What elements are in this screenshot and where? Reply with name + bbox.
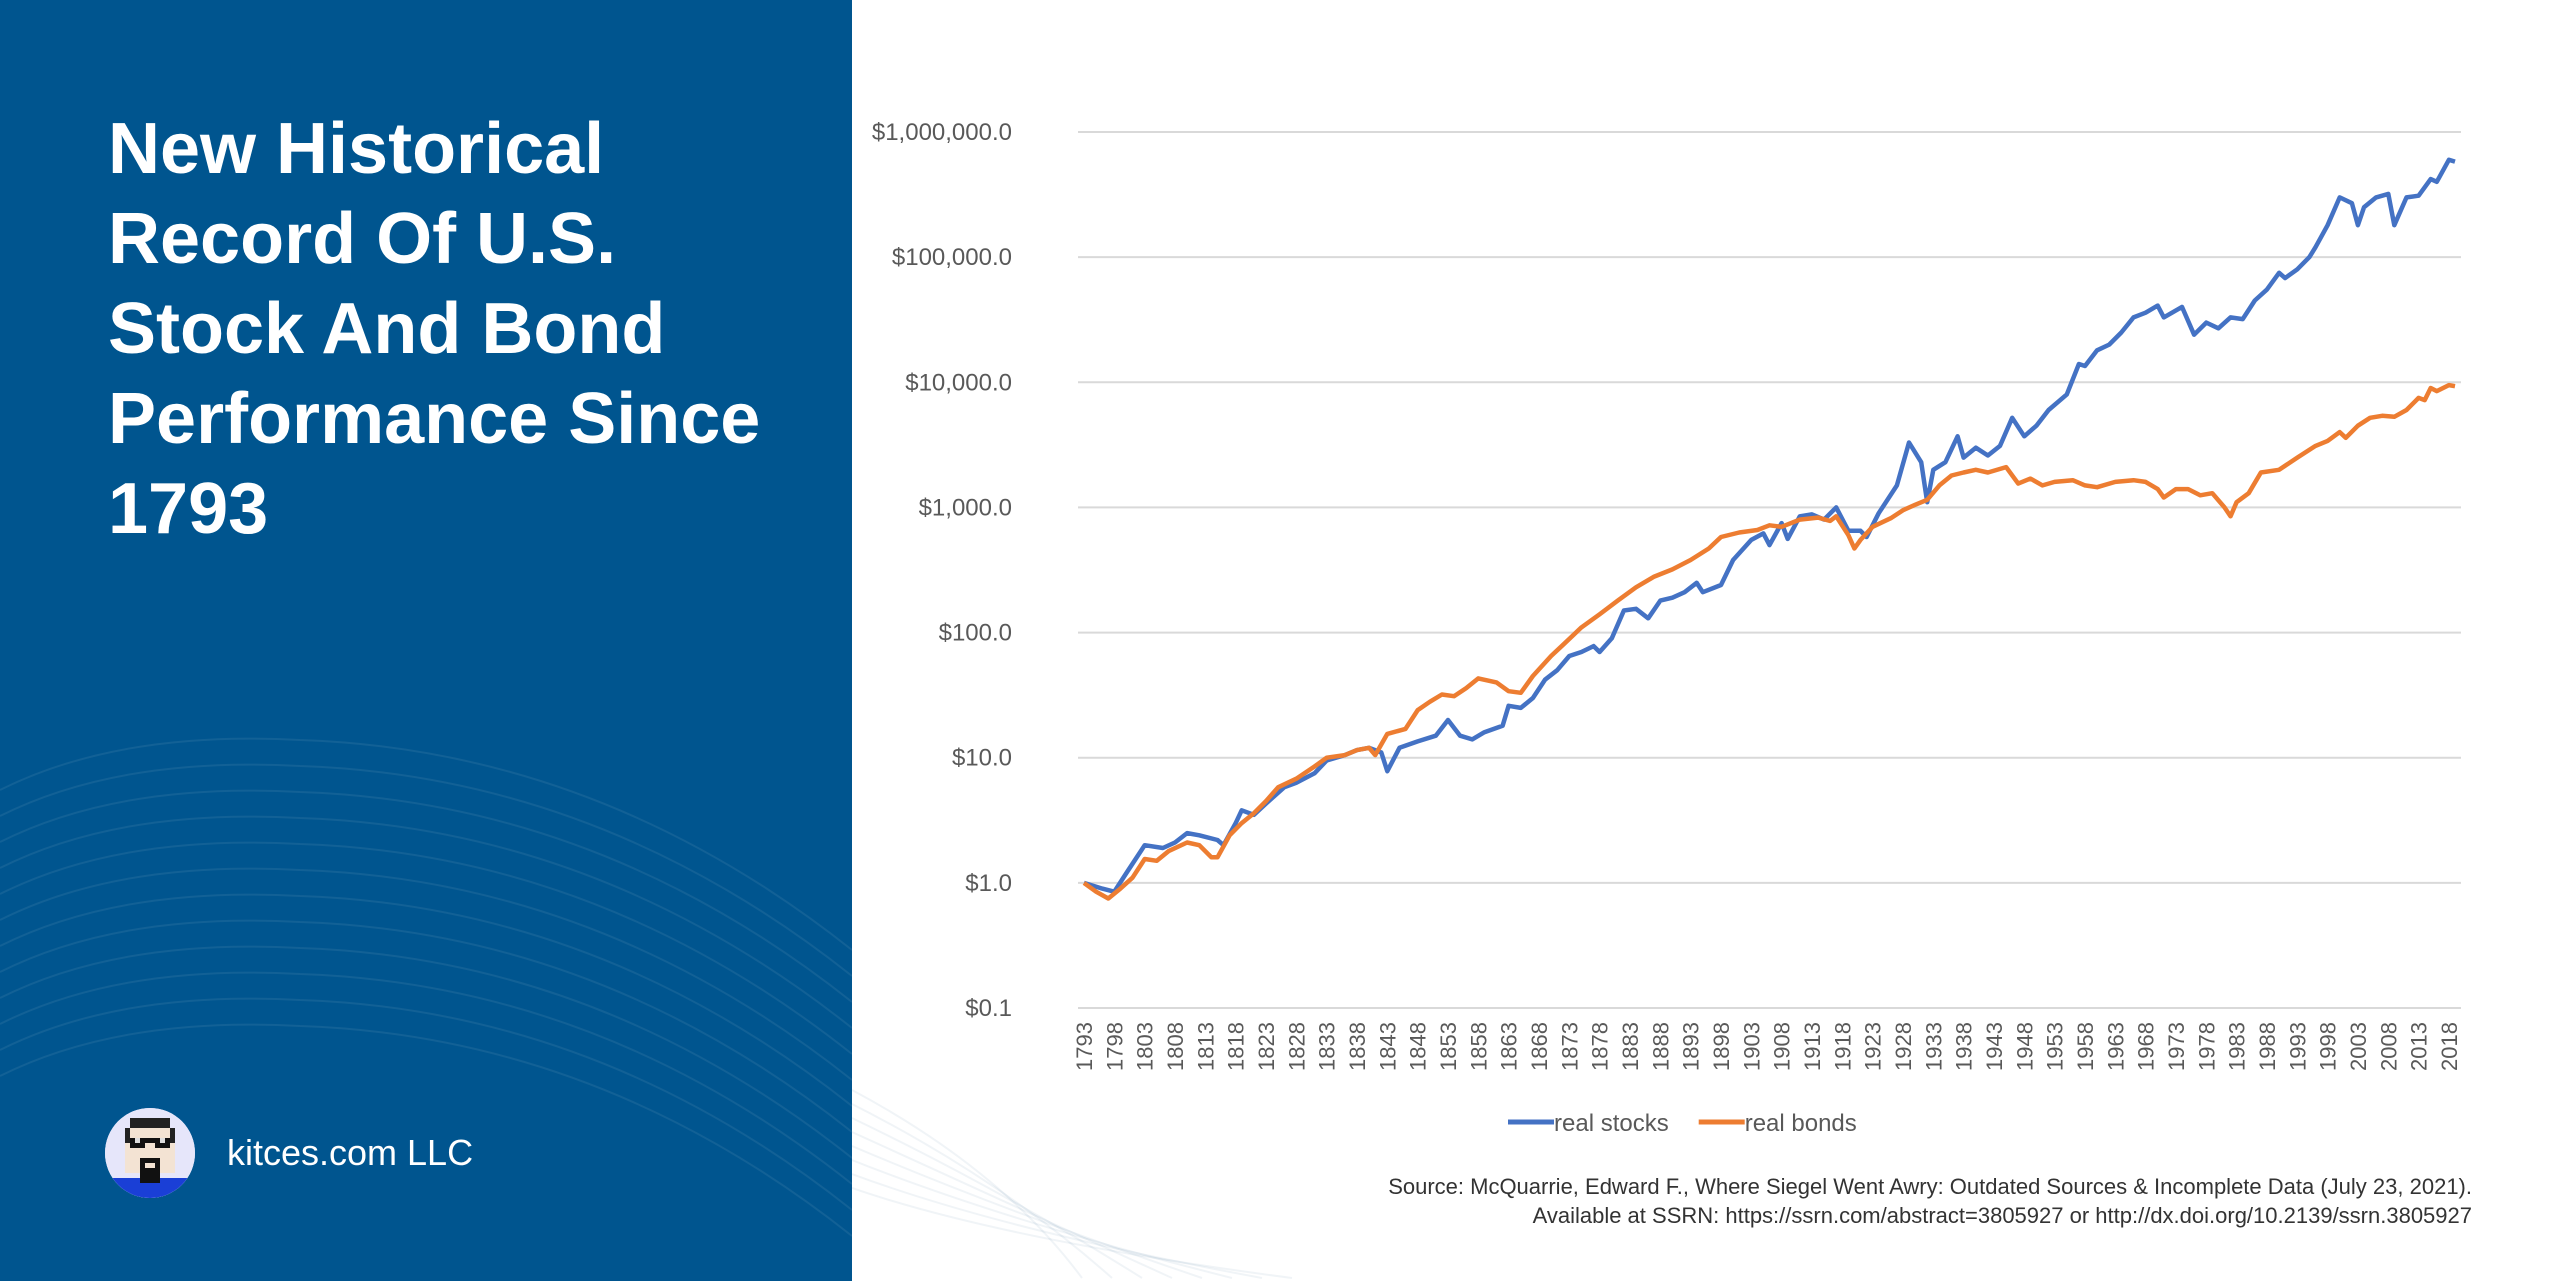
- page-title: New Historical Record Of U.S. Stock And …: [108, 109, 761, 549]
- x-tick-label: 1893: [1679, 1022, 1704, 1071]
- x-tick-label: 1883: [1618, 1022, 1643, 1071]
- wave-line: [0, 867, 852, 1081]
- x-tick-label: 1958: [2073, 1022, 2098, 1071]
- series-lines: [1082, 157, 2456, 901]
- x-tick-label: 1898: [1709, 1022, 1734, 1071]
- wave-line: [852, 1173, 1263, 1279]
- legend-label: real bonds: [1745, 1110, 1857, 1137]
- x-tick-label: 1938: [1952, 1022, 1977, 1071]
- y-tick-label: $1.0: [965, 870, 1012, 897]
- wave-line: [0, 1023, 852, 1237]
- wave-line: [0, 893, 852, 1107]
- x-tick-label: 1973: [2164, 1022, 2189, 1071]
- x-axis-labels: 1793 1798 1803 1808 1813 1818 1823 1828 1833 1838…: [1072, 1022, 2462, 1071]
- series-line-real-bonds: [1082, 382, 2456, 901]
- wave-line: [852, 1089, 1083, 1279]
- x-tick-label: 1948: [2012, 1022, 2037, 1071]
- x-tick-label: 2013: [2407, 1022, 2432, 1071]
- x-tick-label: 1993: [2285, 1022, 2310, 1071]
- x-tick-label: 1878: [1588, 1022, 1613, 1071]
- x-tick-label: 1853: [1436, 1022, 1461, 1071]
- x-tick-label: 1963: [2103, 1022, 2128, 1071]
- x-tick-label: 2008: [2376, 1022, 2401, 1071]
- wave-line: [0, 815, 852, 1029]
- y-tick-label: $1,000,000.0: [872, 119, 1012, 146]
- wave-line: [852, 1145, 1203, 1279]
- x-tick-label: 1803: [1133, 1022, 1158, 1071]
- wave-line: [852, 1159, 1233, 1279]
- wave-line: [852, 1131, 1173, 1279]
- wave-line: [852, 1103, 1113, 1279]
- x-tick-label: 1988: [2255, 1022, 2280, 1071]
- brand-name: kitces.com LLC: [227, 1132, 474, 1173]
- brand: kitces.com LLC: [105, 1108, 473, 1198]
- x-tick-label: 2018: [2437, 1022, 2462, 1071]
- x-tick-label: 1858: [1466, 1022, 1491, 1071]
- x-tick-label: 1863: [1497, 1022, 1522, 1071]
- y-axis-labels: $0.1 $1.0 $10.0 $100.0 $1,000.0 $10,000.0 $100…: [872, 119, 1012, 1022]
- x-tick-label: 1808: [1163, 1022, 1188, 1071]
- y-tick-label: $100,000.0: [892, 244, 1012, 271]
- avatar: [105, 1108, 195, 1198]
- wave-line: [0, 997, 852, 1211]
- x-tick-label: 1873: [1557, 1022, 1582, 1071]
- decorative-wave-lines: [0, 737, 852, 1237]
- x-tick-label: 1928: [1891, 1022, 1916, 1071]
- y-tick-label: $100.0: [939, 620, 1012, 647]
- x-tick-label: 1798: [1102, 1022, 1127, 1071]
- x-tick-label: 2003: [2346, 1022, 2371, 1071]
- x-tick-label: 1913: [1800, 1022, 1825, 1071]
- wave-line: [852, 1117, 1143, 1279]
- wave-line: [0, 945, 852, 1159]
- x-tick-label: 1838: [1345, 1022, 1370, 1071]
- x-tick-label: 1813: [1193, 1022, 1218, 1071]
- x-tick-label: 1903: [1739, 1022, 1764, 1071]
- gridlines: [1078, 131, 2461, 1009]
- wave-line: [0, 763, 852, 977]
- y-tick-label: $1,000.0: [919, 494, 1012, 521]
- wave-line: [0, 919, 852, 1133]
- wave-line: [852, 1187, 1293, 1279]
- legend: real stocks real bonds: [1508, 1110, 1857, 1137]
- legend-label: real stocks: [1554, 1110, 1669, 1137]
- wave-line: [0, 737, 852, 951]
- y-tick-label: $10.0: [952, 745, 1012, 772]
- wave-line: [0, 841, 852, 1055]
- wave-line: [0, 971, 852, 1185]
- x-tick-label: 1983: [2225, 1022, 2250, 1071]
- x-tick-label: 1833: [1315, 1022, 1340, 1071]
- x-tick-label: 1943: [1982, 1022, 2007, 1071]
- pixel-avatar-icon: [105, 1108, 195, 1198]
- source-note: Source: McQuarrie, Edward F., Where Sieg…: [1388, 1172, 2472, 1230]
- x-tick-label: 1818: [1224, 1022, 1249, 1071]
- decorative-wave-lines-light: [852, 1089, 1293, 1279]
- x-tick-label: 1918: [1830, 1022, 1855, 1071]
- x-tick-label: 1823: [1254, 1022, 1279, 1071]
- x-tick-label: 1868: [1527, 1022, 1552, 1071]
- x-tick-label: 1978: [2194, 1022, 2219, 1071]
- x-tick-label: 1828: [1284, 1022, 1309, 1071]
- x-tick-label: 1968: [2134, 1022, 2159, 1071]
- x-tick-label: 1998: [2316, 1022, 2341, 1071]
- sidebar-panel: New Historical Record Of U.S. Stock And …: [0, 0, 852, 1281]
- x-tick-label: 1843: [1375, 1022, 1400, 1071]
- source-line-1: Source: McQuarrie, Edward F., Where Sieg…: [1388, 1174, 2472, 1199]
- line-chart: $0.1 $1.0 $10.0 $100.0 $1,000.0 $10,000.0 $100…: [872, 119, 2462, 1137]
- x-tick-label: 1953: [2043, 1022, 2068, 1071]
- x-tick-label: 1848: [1406, 1022, 1431, 1071]
- y-tick-label: $10,000.0: [905, 369, 1012, 396]
- source-line-2: Available at SSRN: https://ssrn.com/abst…: [1532, 1203, 2472, 1228]
- x-tick-label: 1923: [1861, 1022, 1886, 1071]
- x-tick-label: 1888: [1648, 1022, 1673, 1071]
- x-tick-label: 1933: [1921, 1022, 1946, 1071]
- x-tick-label: 1908: [1770, 1022, 1795, 1071]
- x-tick-label: 1793: [1072, 1022, 1097, 1071]
- wave-line: [0, 789, 852, 1003]
- y-tick-label: $0.1: [965, 995, 1012, 1022]
